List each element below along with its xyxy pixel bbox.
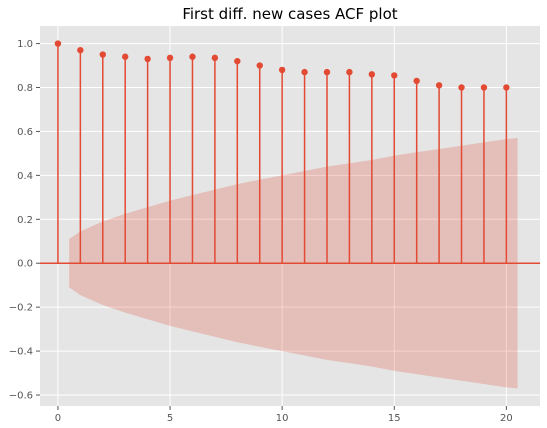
stem-marker xyxy=(278,66,286,74)
y-tick-label: 0.0 xyxy=(17,259,33,270)
stem-marker xyxy=(301,68,308,76)
y-tick-label: −0.2 xyxy=(9,303,33,314)
stem-marker xyxy=(256,62,263,69)
x-tick-label: 10 xyxy=(276,413,289,424)
stem-marker xyxy=(413,77,420,85)
y-tick-label: 0.6 xyxy=(17,127,33,138)
stem-marker xyxy=(391,72,398,79)
stem-series xyxy=(40,40,540,264)
stem-marker xyxy=(503,84,510,91)
stem-marker xyxy=(122,53,129,60)
stem-marker xyxy=(458,84,465,91)
x-tick-label: 15 xyxy=(388,413,401,424)
x-tick-label: 5 xyxy=(167,413,173,424)
stem-marker xyxy=(323,68,331,76)
y-tick-label: −0.4 xyxy=(9,347,33,358)
x-axis-ticks: 0 5 10 15 20 xyxy=(55,406,513,424)
y-tick-label: 0.8 xyxy=(17,83,33,94)
y-tick-label: −0.6 xyxy=(9,391,33,402)
plot-area xyxy=(40,26,540,406)
stem-marker xyxy=(189,53,196,60)
y-tick-label: 0.2 xyxy=(17,215,33,226)
stem-marker xyxy=(166,54,174,62)
stem-marker xyxy=(77,46,84,54)
y-tick-label: 0.4 xyxy=(17,171,33,182)
stem-marker xyxy=(480,84,488,91)
y-tick-label: 1.0 xyxy=(17,39,33,50)
stem-marker xyxy=(346,68,353,76)
stem-marker xyxy=(144,55,151,63)
stem-marker xyxy=(234,57,241,65)
stem-marker xyxy=(435,82,443,89)
x-tick-label: 20 xyxy=(500,413,513,424)
stem-marker xyxy=(54,40,62,47)
stem-marker xyxy=(99,51,106,58)
y-axis-ticks: −0.6 −0.4 −0.2 0.0 0.2 0.4 0.6 0.8 1.0 xyxy=(9,39,40,402)
chart-title: First diff. new cases ACF plot xyxy=(182,5,397,23)
stem-marker xyxy=(368,71,376,78)
x-tick-label: 0 xyxy=(55,413,61,424)
stem-marker xyxy=(211,54,219,62)
